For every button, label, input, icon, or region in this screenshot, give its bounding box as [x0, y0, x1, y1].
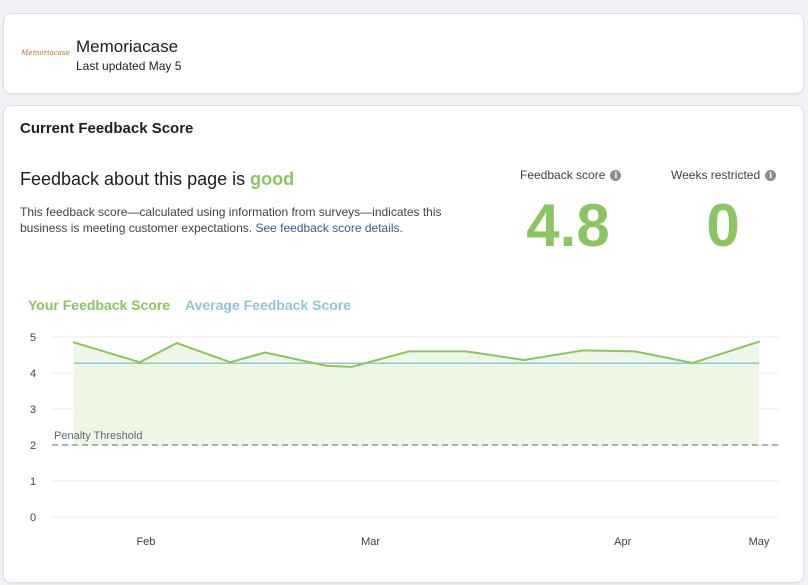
feedback-score-label: Feedback score i [520, 168, 622, 182]
your-score-point [582, 349, 585, 352]
feedback-score-card: 0 1 2 3 4 5 Feb Mar Apr May Penalty Threshold Curr… [3, 105, 804, 583]
your-score-point [691, 361, 694, 364]
your-score-point [758, 340, 760, 343]
your-score-point [73, 341, 75, 344]
your-score-point [138, 361, 141, 364]
headline-prefix: Feedback about this page is [20, 169, 251, 189]
legend-average-feedback-score[interactable]: Average Feedback Score [185, 297, 352, 313]
x-tick-label: Mar [361, 536, 380, 548]
y-tick-label: 5 [30, 332, 36, 344]
y-tick-label: 4 [30, 368, 36, 380]
page-name[interactable]: Memoriacase [76, 37, 179, 56]
feedback-score-label-text: Feedback score [520, 168, 606, 182]
card-title: Current Feedback Score [20, 120, 194, 137]
y-tick-label: 2 [30, 440, 36, 452]
x-tick-label: Apr [614, 536, 631, 548]
your-score-point [325, 364, 328, 367]
weeks-restricted-value: 0 [706, 192, 740, 259]
page-header-card: Memoriacase Memoriacase Last updated May… [3, 13, 804, 94]
description-text: This feedback score—calculated using inf… [20, 205, 442, 235]
last-updated: Last updated May 5 [76, 59, 182, 73]
info-icon[interactable]: i [765, 169, 777, 181]
weeks-restricted-label-text: Weeks restricted [671, 168, 761, 182]
y-tick-label: 1 [30, 476, 36, 488]
your-score-point [229, 361, 232, 364]
your-score-point [350, 365, 353, 368]
your-score-point [175, 342, 178, 345]
x-tick-label: Feb [136, 536, 155, 548]
feedback-rating: good [250, 169, 295, 189]
x-tick-label: May [749, 536, 770, 548]
feedback-details-link[interactable]: See feedback score details. [255, 221, 403, 235]
feedback-headline: Feedback about this page is good [20, 169, 294, 190]
feedback-score-value: 4.8 [526, 192, 610, 259]
y-tick-label: 3 [30, 404, 36, 416]
your-score-line [73, 340, 760, 368]
your-score-point [264, 351, 267, 354]
score-area-fill [74, 341, 759, 445]
your-score-point [407, 350, 410, 353]
your-score-point [634, 350, 637, 353]
logo-text: Memoriacase [21, 49, 70, 57]
penalty-threshold-label: Penalty Threshold [54, 430, 142, 442]
weeks-restricted-label: Weeks restricted i [671, 168, 777, 182]
feedback-description: This feedback score—calculated using inf… [20, 204, 470, 236]
your-score-point [523, 359, 526, 362]
info-icon[interactable]: i [610, 169, 622, 181]
your-score-point [465, 350, 468, 353]
feedback-score-chart: 0 1 2 3 4 5 Feb Mar Apr May Penalty Threshold [30, 332, 779, 548]
page-logo[interactable]: Memoriacase [20, 40, 70, 66]
legend-your-feedback-score[interactable]: Your Feedback Score [28, 297, 171, 313]
y-tick-label: 0 [30, 512, 36, 524]
